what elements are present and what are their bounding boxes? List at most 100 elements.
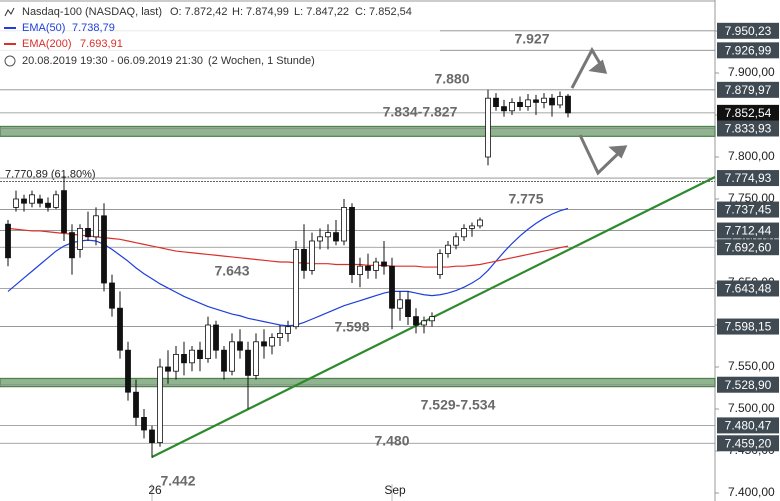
legend-name: EMA(200) bbox=[22, 38, 72, 50]
candle-body bbox=[141, 416, 147, 431]
candle-body bbox=[149, 429, 155, 444]
price-tag bbox=[717, 435, 779, 452]
candle-body bbox=[229, 341, 235, 372]
ema-line bbox=[7, 227, 569, 268]
annotation: 7.834-7.827 bbox=[383, 104, 458, 120]
annotation: 7.880 bbox=[434, 71, 469, 87]
ohlc: O: 7.872,42 bbox=[170, 6, 228, 18]
background-layer: 7.770,89 (61.80%)7.400,007.450,007.500,0… bbox=[0, 23, 775, 501]
candle-body bbox=[237, 341, 243, 351]
y-tick-label: 7.900,00 bbox=[728, 65, 775, 79]
ohlc: H: 7.874,99 bbox=[232, 6, 289, 18]
period: 20.08.2019 19:30 - 06.09.2019 21:30 bbox=[22, 55, 203, 67]
annotation: 7.480 bbox=[374, 433, 409, 449]
price-tag bbox=[717, 222, 779, 239]
annotation: 7.775 bbox=[508, 191, 543, 207]
price-tag bbox=[717, 120, 779, 137]
candle-body bbox=[413, 316, 419, 326]
candle-body bbox=[293, 248, 299, 328]
candle-body bbox=[349, 206, 355, 275]
candle-body bbox=[309, 240, 315, 271]
candle-body bbox=[453, 236, 459, 246]
candle-body bbox=[213, 324, 219, 351]
price-tag bbox=[717, 201, 779, 218]
price-tag-label: 7.852,54 bbox=[725, 106, 772, 120]
candle-body bbox=[197, 349, 203, 360]
candle-body bbox=[77, 227, 83, 250]
candle-body bbox=[549, 97, 555, 106]
candle-body bbox=[317, 236, 323, 242]
candle-body bbox=[429, 316, 435, 322]
candle-body bbox=[365, 265, 371, 271]
y-tick-label: 7.500,00 bbox=[728, 401, 775, 415]
annotation: 7.442 bbox=[160, 473, 195, 489]
price-tag bbox=[717, 170, 779, 187]
candle-body bbox=[501, 106, 507, 112]
price-tag-label: 7.598,15 bbox=[725, 320, 772, 334]
candle-body bbox=[101, 215, 107, 284]
candle-body bbox=[445, 244, 451, 254]
candle-body bbox=[285, 326, 291, 334]
candle-body bbox=[565, 95, 571, 114]
candle-body bbox=[125, 349, 131, 393]
candle-body bbox=[325, 232, 331, 238]
y-tick-label: 7.400,00 bbox=[728, 485, 775, 499]
candle-body bbox=[493, 97, 499, 107]
candle-body bbox=[253, 341, 259, 376]
price-tag-label: 7.643,48 bbox=[725, 282, 772, 296]
price-tag-label: 7.692,60 bbox=[725, 240, 772, 254]
candle-body bbox=[517, 102, 523, 108]
legend-value: 7.738,79 bbox=[72, 22, 115, 34]
candle-body bbox=[381, 261, 387, 267]
price-tag-label: 7.950,23 bbox=[725, 24, 772, 38]
candle-body bbox=[437, 253, 443, 276]
price-tag-label: 7.833,93 bbox=[725, 122, 772, 136]
candle-body bbox=[45, 202, 51, 208]
candle-body bbox=[301, 248, 307, 271]
arrow-down bbox=[578, 134, 627, 176]
candle-body bbox=[133, 391, 139, 418]
ema-line bbox=[7, 207, 569, 327]
candle-body bbox=[261, 341, 267, 347]
candle-body bbox=[61, 190, 67, 234]
header: Nasdaq-100 (NASDAQ, last) O: 7.872,42 H:… bbox=[0, 3, 440, 67]
price-tag bbox=[717, 417, 779, 434]
candle-body bbox=[269, 337, 275, 347]
period-note: (2 Wochen, 1 Stunde) bbox=[208, 55, 315, 67]
price-tag-label: 7.879,97 bbox=[725, 83, 772, 97]
x-tick-label: Sep bbox=[384, 483, 406, 497]
candle-body bbox=[93, 215, 99, 238]
candle-body bbox=[397, 299, 403, 309]
candle-body bbox=[485, 97, 491, 158]
header-bg bbox=[0, 3, 440, 67]
price-tag bbox=[717, 104, 779, 121]
ohlc: L: 7.847,22 bbox=[294, 6, 349, 18]
price-tag-label: 7.737,45 bbox=[725, 203, 772, 217]
zone bbox=[0, 377, 716, 388]
price-tag bbox=[717, 239, 779, 256]
candle-body bbox=[373, 261, 379, 271]
candle-body bbox=[357, 265, 363, 276]
price-tag-label: 7.480,47 bbox=[725, 419, 772, 433]
candle-body bbox=[37, 198, 43, 204]
price-tag-label: 7.459,20 bbox=[725, 436, 772, 450]
candle-body bbox=[421, 320, 427, 326]
annotation: 7.598 bbox=[334, 319, 369, 335]
legend-name: EMA(50) bbox=[22, 22, 65, 34]
price-tag bbox=[717, 376, 779, 393]
candle-body bbox=[85, 227, 91, 238]
symbol: Nasdaq-100 (NASDAQ, last) bbox=[22, 6, 162, 18]
candle-body bbox=[221, 349, 227, 372]
candle-body bbox=[477, 219, 483, 227]
price-tag-label: 7.774,93 bbox=[725, 171, 772, 185]
clock-icon bbox=[4, 55, 16, 67]
candle-body bbox=[13, 198, 19, 208]
price-tag bbox=[717, 22, 779, 39]
candle-body bbox=[525, 99, 531, 107]
candle-body bbox=[557, 96, 563, 106]
arrow-head bbox=[608, 145, 628, 159]
candle-body bbox=[461, 227, 467, 238]
candle-body bbox=[173, 353, 179, 372]
candle-body bbox=[277, 332, 283, 338]
